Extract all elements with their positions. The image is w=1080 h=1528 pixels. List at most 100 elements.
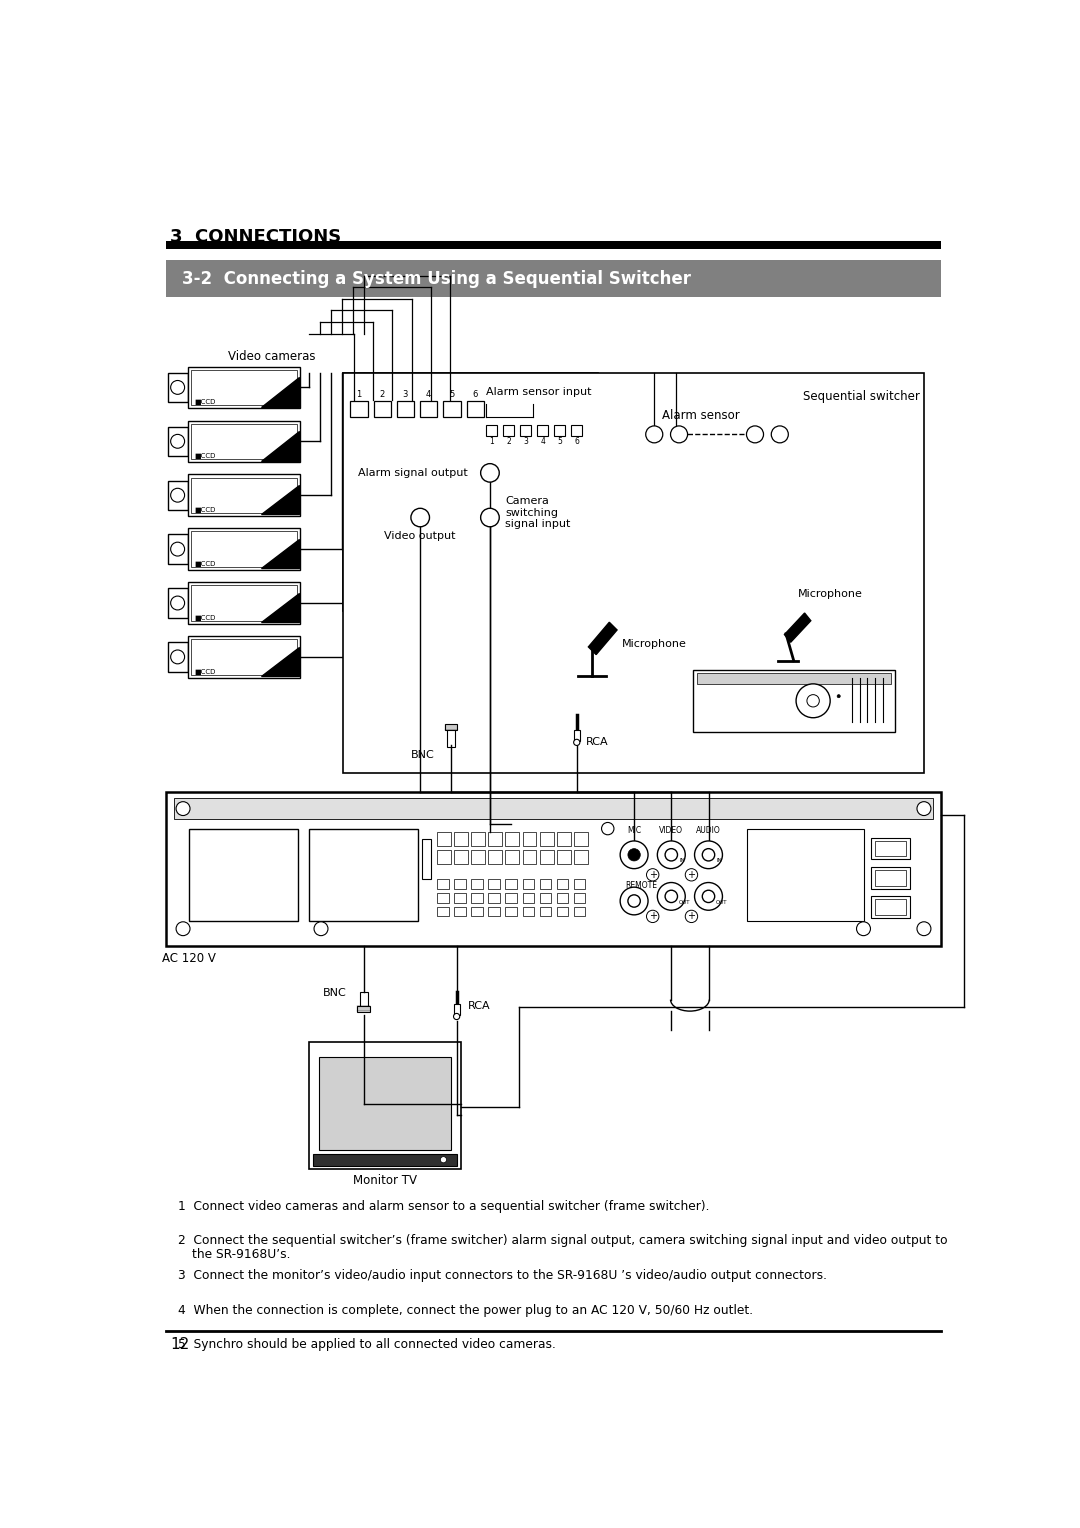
Circle shape (671, 426, 688, 443)
Text: the SR-9168U’s.: the SR-9168U’s. (191, 1248, 291, 1261)
Circle shape (620, 840, 648, 868)
Bar (537, 425, 548, 435)
Circle shape (620, 888, 648, 915)
Bar (505, 880, 517, 889)
Text: IN: IN (716, 859, 723, 863)
Bar (188, 420, 300, 461)
Bar (573, 894, 585, 903)
Text: 3-2  Connecting a System Using a Sequential Switcher: 3-2 Connecting a System Using a Sequenti… (181, 270, 690, 287)
Text: +: + (688, 911, 696, 921)
Circle shape (454, 1013, 460, 1019)
Circle shape (837, 695, 840, 698)
Bar (573, 908, 585, 917)
Bar (471, 894, 483, 903)
Bar (167, 426, 188, 455)
Bar (166, 241, 941, 249)
Bar (505, 831, 519, 845)
Bar (191, 532, 297, 567)
Text: 4: 4 (427, 390, 431, 399)
Circle shape (685, 911, 698, 923)
Text: OUT: OUT (716, 900, 728, 905)
Text: RCA: RCA (468, 1001, 490, 1010)
Text: 2  Connect the sequential switcher’s (frame switcher) alarm signal output, camer: 2 Connect the sequential switcher’s (fra… (177, 1235, 947, 1247)
Circle shape (171, 542, 185, 556)
Bar (747, 828, 864, 921)
Text: Alarm signal output: Alarm signal output (359, 468, 468, 478)
Circle shape (176, 802, 190, 816)
Bar (471, 850, 485, 863)
Bar (188, 529, 300, 570)
Circle shape (796, 685, 831, 718)
Bar (693, 669, 894, 732)
Text: ■CCD: ■CCD (194, 507, 215, 513)
Bar (455, 908, 465, 917)
Bar (455, 894, 465, 903)
Bar (521, 425, 531, 435)
Text: Video cameras: Video cameras (228, 350, 315, 362)
Bar (444, 400, 460, 417)
Bar (313, 1154, 457, 1166)
Bar (437, 880, 449, 889)
Polygon shape (261, 431, 298, 460)
Circle shape (481, 509, 499, 527)
Bar (540, 880, 551, 889)
Bar (573, 831, 588, 845)
Bar (467, 400, 484, 417)
Circle shape (771, 426, 788, 443)
Bar (573, 880, 585, 889)
Circle shape (647, 911, 659, 923)
Text: 6: 6 (473, 390, 478, 399)
Bar (357, 1005, 369, 1012)
Bar (488, 908, 500, 917)
Circle shape (658, 840, 685, 868)
Circle shape (410, 509, 430, 527)
Bar (697, 672, 891, 685)
Bar (523, 894, 535, 903)
Bar (397, 400, 414, 417)
Bar (437, 850, 451, 863)
Circle shape (665, 848, 677, 860)
Bar (342, 373, 598, 611)
Text: OUT: OUT (679, 900, 690, 905)
Bar (191, 639, 297, 675)
Bar (189, 828, 298, 921)
Text: 3: 3 (403, 390, 408, 399)
Circle shape (573, 740, 580, 746)
Bar (875, 900, 906, 915)
Text: IN: IN (679, 859, 685, 863)
Bar (556, 908, 568, 917)
Polygon shape (261, 646, 298, 677)
Circle shape (441, 1157, 446, 1163)
Bar (191, 585, 297, 620)
Text: Video output: Video output (384, 532, 456, 541)
Text: BNC: BNC (410, 750, 434, 759)
Bar (188, 474, 300, 516)
Bar (486, 425, 497, 435)
Bar (422, 839, 431, 880)
Bar (556, 831, 570, 845)
Bar (505, 908, 517, 917)
Text: 1: 1 (489, 437, 494, 446)
Circle shape (314, 921, 328, 935)
Circle shape (171, 434, 185, 448)
Bar (454, 1004, 460, 1015)
Text: ■CCD: ■CCD (194, 399, 215, 405)
Bar (488, 894, 500, 903)
Bar (556, 880, 568, 889)
Circle shape (627, 848, 640, 860)
Bar (471, 831, 485, 845)
Bar (571, 425, 582, 435)
Bar (875, 871, 906, 886)
Bar (437, 831, 451, 845)
Bar (488, 831, 502, 845)
Circle shape (746, 426, 764, 443)
Bar (374, 400, 391, 417)
Text: 5: 5 (557, 437, 562, 446)
Text: ■CCD: ■CCD (194, 561, 215, 567)
Bar (420, 400, 437, 417)
Text: 1: 1 (356, 390, 362, 399)
Text: 1  Connect video cameras and alarm sensor to a sequential switcher (frame switch: 1 Connect video cameras and alarm sensor… (177, 1199, 710, 1213)
Text: 3: 3 (523, 437, 528, 446)
Polygon shape (261, 593, 298, 622)
Bar (540, 831, 554, 845)
